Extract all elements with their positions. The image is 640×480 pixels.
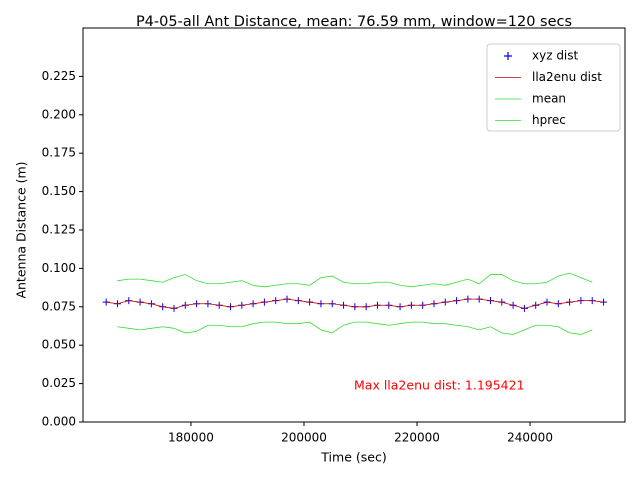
legend-label: lla2enu dist [532, 70, 602, 84]
chart-title: P4-05-all Ant Distance, mean: 76.59 mm, … [136, 14, 572, 30]
y-tick-label: 0.200 [42, 107, 76, 121]
x-tick-label: 220000 [394, 431, 440, 445]
y-tick-label: 0.150 [42, 184, 76, 198]
annotation: Max lla2enu dist: 1.195421 [354, 377, 525, 392]
y-tick-label: 0.175 [42, 146, 76, 160]
plot-frame [82, 27, 626, 423]
legend-marker [504, 52, 512, 60]
y-tick-label: 0.125 [42, 222, 76, 236]
series-line [117, 321, 593, 335]
x-axis-label: Time (sec) [320, 450, 386, 465]
legend-box [486, 43, 621, 132]
y-tick-label: 0.025 [42, 376, 76, 390]
y-tick-label: 0.225 [42, 69, 76, 83]
series-line [106, 298, 604, 309]
legend-label: xyz dist [532, 49, 579, 63]
legend-label: mean [532, 92, 566, 106]
x-tick-label: 240000 [507, 431, 553, 445]
y-axis-label: Antenna Distance (m) [14, 161, 29, 298]
y-tick-label: 0.050 [42, 338, 76, 352]
y-tick-label: 0.075 [42, 299, 76, 313]
series-line [117, 272, 593, 288]
x-tick-label: 180000 [168, 431, 214, 445]
legend-label: hprec [532, 113, 566, 127]
y-tick-label: 0.100 [42, 261, 76, 275]
x-tick-label: 200000 [281, 431, 327, 445]
y-tick-label: 0.000 [42, 415, 76, 429]
